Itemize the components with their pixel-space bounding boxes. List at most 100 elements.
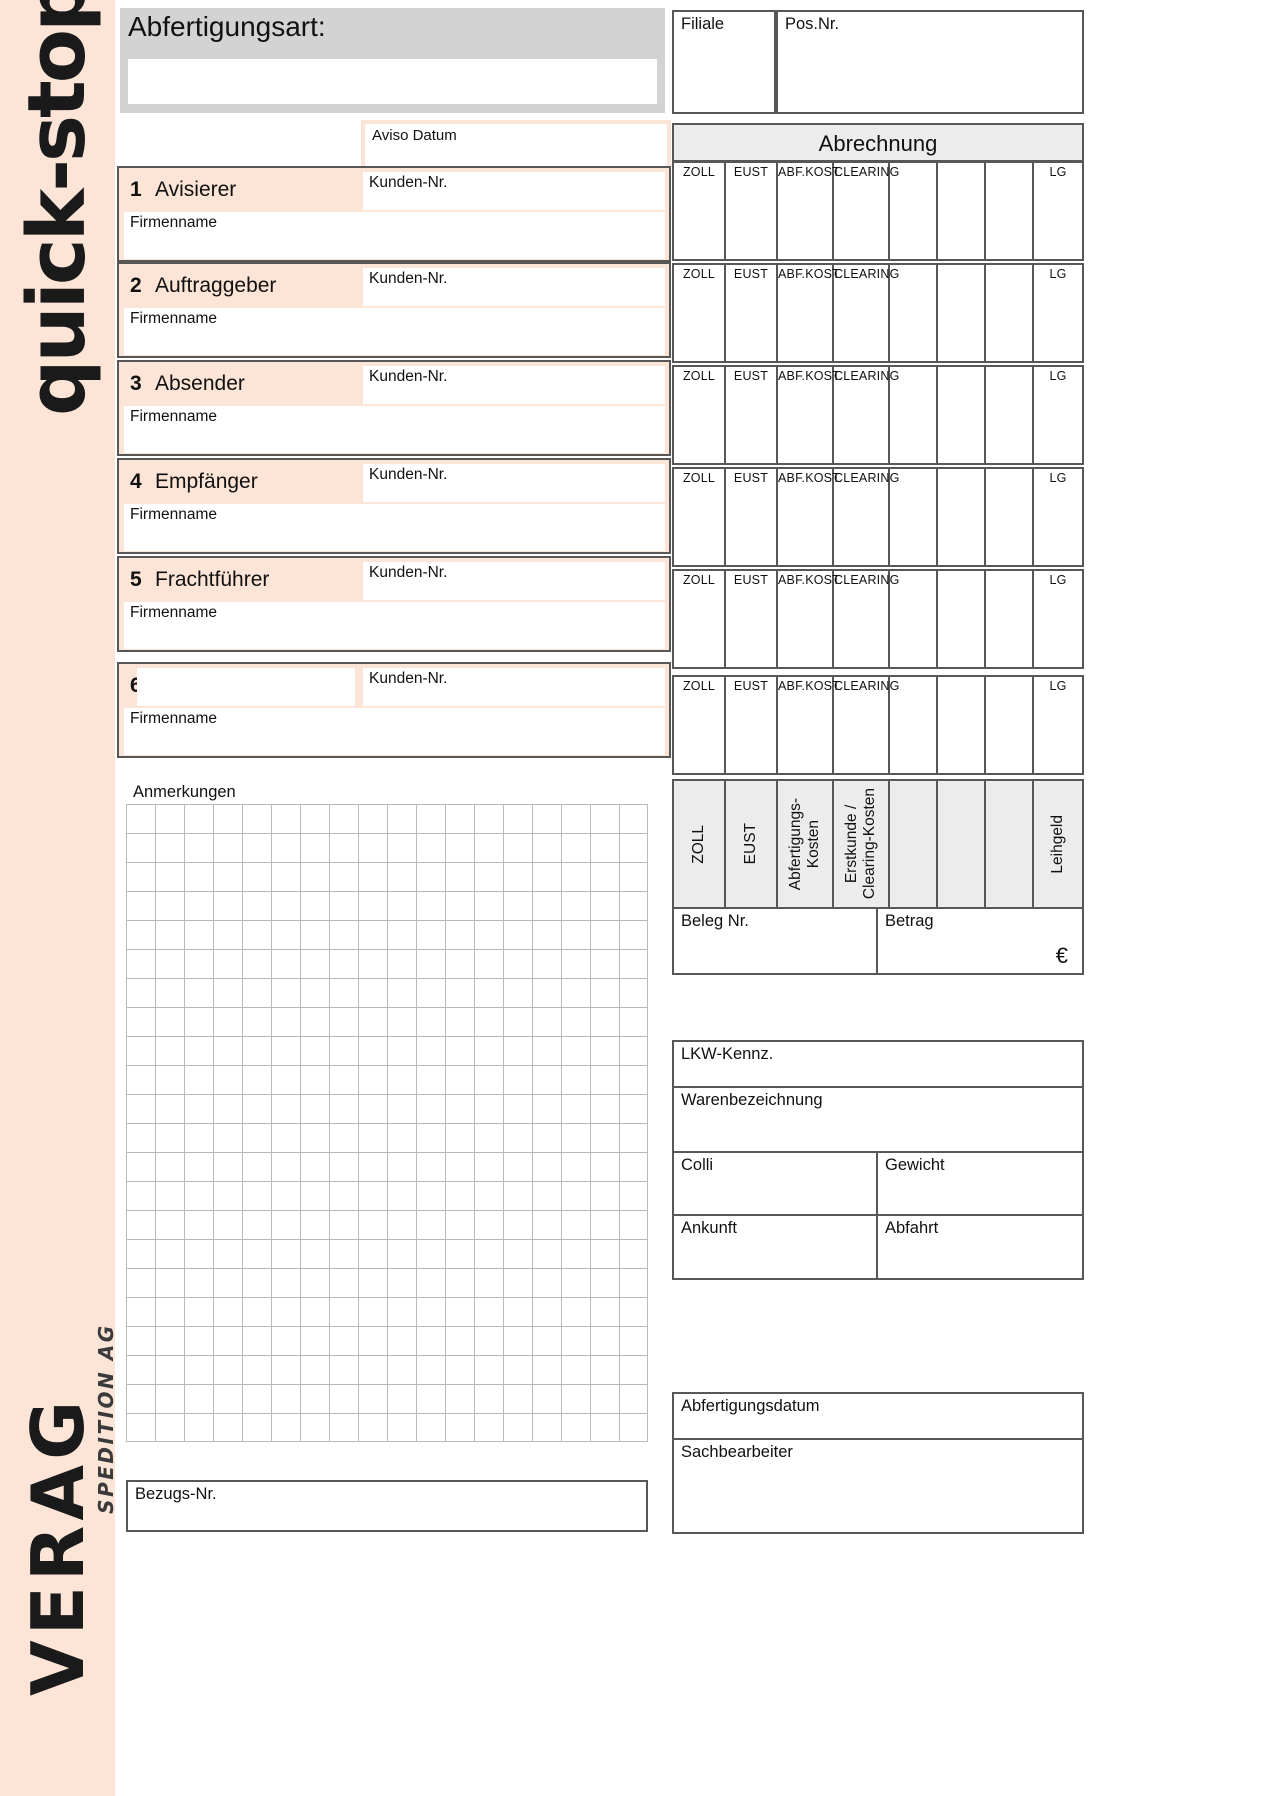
party-section-4: 4 Empfänger Kunden-Nr. Firmenname [117, 458, 671, 554]
abrechnung-cell[interactable] [890, 367, 938, 463]
abrechnung-cell[interactable] [890, 163, 938, 259]
abrechnung-col-label: CLEARING [834, 471, 900, 485]
kunden-nr-field[interactable]: Kunden-Nr. [363, 366, 665, 404]
anmerkungen-grid[interactable] [126, 804, 648, 1442]
abrechnung-cell[interactable] [986, 163, 1034, 259]
kunden-nr-field[interactable]: Kunden-Nr. [363, 464, 665, 502]
abrechnung-cell[interactable]: CLEARING [834, 265, 899, 361]
abrechnung-cell[interactable] [890, 571, 938, 667]
party-section-5: 5 Frachtführer Kunden-Nr. Firmenname [117, 556, 671, 652]
abrechnung-cell[interactable]: ZOLL [674, 163, 726, 259]
abrechnung-col-label: CLEARING [834, 573, 900, 587]
abrechnung-cell[interactable]: CLEARING [834, 163, 899, 259]
abrechnung-cell[interactable]: CLEARING [834, 571, 900, 667]
abrechnung-cell[interactable]: ABF.KOST. [778, 469, 842, 565]
abrechnung-cell[interactable] [986, 677, 1034, 773]
abrechnung-cell[interactable]: EUST [726, 367, 778, 463]
abrechnung-cell[interactable]: LG [1034, 571, 1082, 667]
aviso-datum-field[interactable]: Aviso Datum [365, 124, 667, 166]
colli-field[interactable]: Colli [672, 1151, 878, 1216]
party-name-input[interactable] [137, 668, 355, 706]
posnr-field[interactable]: Pos.Nr. [776, 10, 1084, 114]
abrechnung-row: ZOLL EUST ABF.KOST. CLEARING LG [672, 365, 1084, 465]
firmenname-field[interactable]: Firmenname [124, 212, 665, 259]
abrechnung-cell[interactable]: ABF.KOST. [778, 571, 842, 667]
abrechnung-cell[interactable]: ABF.KOST. [778, 677, 842, 773]
abrechnung-cell[interactable]: CLEARING [834, 367, 899, 463]
firmenname-field[interactable]: Firmenname [124, 504, 665, 551]
abrechnung-cell[interactable]: ABF.KOST. [778, 367, 843, 463]
kunden-nr-label: Kunden-Nr. [369, 466, 448, 483]
abrechnung-cell[interactable] [986, 571, 1034, 667]
abrechnung-cell[interactable] [938, 367, 986, 463]
sachbearbeiter-field[interactable]: Sachbearbeiter [672, 1438, 1084, 1534]
abrechnung-cell[interactable]: ABF.KOST. [778, 163, 842, 259]
ankunft-field[interactable]: Ankunft [672, 1214, 878, 1280]
kunden-nr-field[interactable]: Kunden-Nr. [363, 668, 665, 706]
warenbezeichnung-field[interactable]: Warenbezeichnung [672, 1086, 1084, 1153]
abfertigungsdatum-field[interactable]: Abfertigungsdatum [672, 1392, 1084, 1440]
abrechnung-cell[interactable] [938, 677, 986, 773]
gewicht-field[interactable]: Gewicht [876, 1151, 1084, 1216]
verag-logo-wrap: VERAG SPEDITION AG [0, 0, 118, 1796]
party-section-6: 6 Kunden-Nr. Firmenname [117, 662, 671, 758]
abrechnung-cell[interactable]: CLEARING [834, 469, 900, 565]
abrechnung-cell[interactable]: LG [1034, 469, 1082, 565]
abrechnung-cell[interactable]: ZOLL [674, 265, 726, 361]
kunden-nr-field[interactable]: Kunden-Nr. [363, 172, 665, 210]
abrechnung-cell[interactable]: LG [1034, 367, 1082, 463]
abrechnung-cell[interactable]: EUST [726, 163, 778, 259]
abrechnung-cell[interactable]: EUST [726, 677, 778, 773]
firmenname-field[interactable]: Firmenname [124, 406, 665, 453]
summary-cell: EUST [726, 781, 778, 907]
abrechnung-cell[interactable] [890, 265, 938, 361]
abrechnung-col-label: EUST [733, 679, 769, 693]
abrechnung-cell[interactable] [938, 163, 986, 259]
abrechnung-cell[interactable] [938, 265, 986, 361]
abrechnung-cell[interactable]: LG [1034, 163, 1082, 259]
abrechnung-cell[interactable]: EUST [726, 265, 778, 361]
abrechnung-cell[interactable]: ZOLL [674, 469, 726, 565]
aviso-datum-strip: Aviso Datum [361, 120, 671, 166]
abrechnung-col-label: EUST [733, 165, 769, 179]
party-role-label: Avisierer [155, 178, 237, 201]
abrechnung-cell[interactable]: ZOLL [674, 367, 726, 463]
abrechnung-cell[interactable] [938, 571, 986, 667]
summary-cell: ZOLL [674, 781, 726, 907]
abrechnung-col-label: LG [1049, 679, 1067, 693]
lkw-kennz-field[interactable]: LKW-Kennz. [672, 1040, 1084, 1088]
bezugs-nr-field[interactable]: Bezugs-Nr. [126, 1480, 648, 1532]
betrag-field[interactable]: Betrag € [876, 907, 1084, 975]
abrechnung-cell[interactable]: ABF.KOST. [778, 265, 842, 361]
abrechnung-cell[interactable] [890, 469, 938, 565]
summary-cell: Erstkunde / Clearing-Kosten [834, 781, 890, 907]
abrechnung-cell[interactable] [986, 367, 1034, 463]
abrechnung-cell[interactable] [986, 469, 1034, 565]
abrechnung-cell[interactable]: ZOLL [674, 677, 726, 773]
firmenname-field[interactable]: Firmenname [124, 708, 665, 755]
abrechnung-cell[interactable]: LG [1034, 677, 1082, 773]
abrechnung-cell[interactable]: ZOLL [674, 571, 726, 667]
abrechnung-cell[interactable] [938, 469, 986, 565]
kunden-nr-field[interactable]: Kunden-Nr. [363, 562, 665, 600]
abfertigungsart-label: Abfertigungsart: [128, 11, 326, 42]
firmenname-field[interactable]: Firmenname [124, 308, 665, 355]
abfahrt-field[interactable]: Abfahrt [876, 1214, 1084, 1280]
abrechnung-cell[interactable]: LG [1034, 265, 1082, 361]
kunden-nr-field[interactable]: Kunden-Nr. [363, 268, 665, 306]
abrechnung-cell[interactable]: EUST [726, 571, 778, 667]
abrechnung-cell[interactable] [986, 265, 1034, 361]
abfertigungsart-input[interactable] [128, 59, 657, 104]
firmenname-field[interactable]: Firmenname [124, 602, 665, 649]
euro-currency-icon: € [1055, 943, 1068, 968]
verag-logo: VERAG [15, 1395, 100, 1696]
filiale-field[interactable]: Filiale [672, 10, 776, 114]
abrechnung-col-label: ZOLL [682, 573, 716, 587]
aviso-datum-label: Aviso Datum [372, 127, 457, 144]
abrechnung-cell[interactable]: CLEARING [834, 677, 899, 773]
abrechnung-cell[interactable]: EUST [726, 469, 778, 565]
abrechnung-col-label: ABF.KOST. [778, 369, 843, 383]
abrechnung-cell[interactable] [890, 677, 938, 773]
beleg-nr-field[interactable]: Beleg Nr. [672, 907, 878, 975]
warenbezeichnung-label: Warenbezeichnung [681, 1091, 823, 1109]
